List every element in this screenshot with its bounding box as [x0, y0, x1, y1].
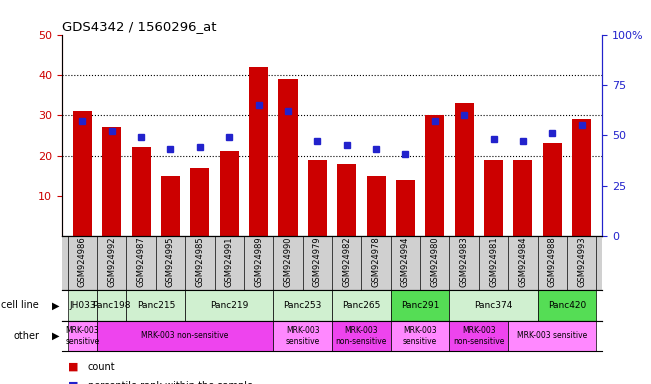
Text: Panc219: Panc219: [210, 301, 249, 310]
Bar: [308, 160, 327, 236]
Text: MRK-003
non-sensitive: MRK-003 non-sensitive: [336, 326, 387, 346]
Bar: [508, 321, 596, 351]
Bar: [337, 164, 356, 236]
Text: percentile rank within the sample: percentile rank within the sample: [88, 381, 253, 384]
Text: MRK-003 non-sensitive: MRK-003 non-sensitive: [141, 331, 229, 341]
Text: MRK-003
sensitive: MRK-003 sensitive: [286, 326, 320, 346]
Text: other: other: [13, 331, 39, 341]
Bar: [161, 176, 180, 236]
Bar: [68, 321, 97, 351]
Text: cell line: cell line: [1, 300, 39, 310]
Text: Panc265: Panc265: [342, 301, 381, 310]
Bar: [391, 321, 449, 351]
Bar: [332, 321, 391, 351]
Text: JH033: JH033: [69, 301, 96, 310]
Bar: [396, 180, 415, 236]
Bar: [572, 119, 591, 236]
Bar: [449, 290, 538, 321]
Text: Panc215: Panc215: [137, 301, 175, 310]
Bar: [97, 321, 273, 351]
Text: MRK-003
sensitive: MRK-003 sensitive: [65, 326, 100, 346]
Bar: [454, 103, 474, 236]
Bar: [68, 290, 97, 321]
Bar: [367, 176, 385, 236]
Text: ▶: ▶: [52, 331, 60, 341]
Text: Panc374: Panc374: [475, 301, 513, 310]
Bar: [126, 290, 185, 321]
Bar: [73, 111, 92, 236]
Text: Panc420: Panc420: [547, 301, 586, 310]
Text: GDS4342 / 1560296_at: GDS4342 / 1560296_at: [62, 20, 216, 33]
Bar: [185, 290, 273, 321]
Text: MRK-003
sensitive: MRK-003 sensitive: [403, 326, 437, 346]
Bar: [97, 290, 126, 321]
Bar: [543, 144, 562, 236]
Bar: [102, 127, 121, 236]
Bar: [514, 160, 533, 236]
Bar: [190, 168, 210, 236]
Bar: [279, 79, 298, 236]
Text: count: count: [88, 362, 115, 372]
Bar: [249, 67, 268, 236]
Bar: [219, 152, 239, 236]
Text: Panc198: Panc198: [92, 301, 131, 310]
Text: ▶: ▶: [52, 300, 60, 310]
Bar: [132, 147, 150, 236]
Text: ■: ■: [68, 362, 79, 372]
Text: MRK-003 sensitive: MRK-003 sensitive: [517, 331, 587, 341]
Text: MRK-003
non-sensitive: MRK-003 non-sensitive: [453, 326, 505, 346]
Bar: [273, 290, 332, 321]
Bar: [273, 321, 332, 351]
Text: Panc291: Panc291: [401, 301, 439, 310]
Text: ■: ■: [68, 381, 79, 384]
Bar: [538, 290, 596, 321]
Text: Panc253: Panc253: [283, 301, 322, 310]
Bar: [425, 115, 445, 236]
Bar: [332, 290, 391, 321]
Bar: [391, 290, 449, 321]
Bar: [484, 160, 503, 236]
Bar: [449, 321, 508, 351]
